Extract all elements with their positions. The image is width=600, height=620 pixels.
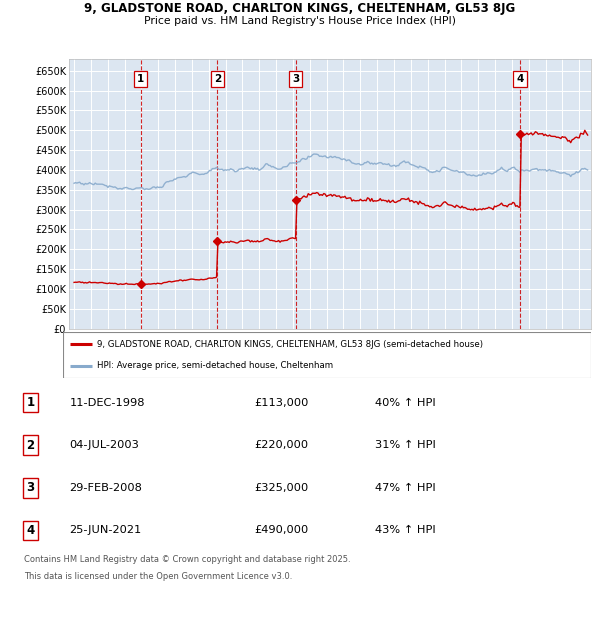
Text: 47% ↑ HPI: 47% ↑ HPI	[375, 483, 436, 493]
Text: £113,000: £113,000	[254, 397, 308, 407]
Text: 25-JUN-2021: 25-JUN-2021	[70, 526, 142, 536]
Text: £490,000: £490,000	[254, 526, 308, 536]
Text: 3: 3	[26, 481, 34, 494]
Text: 04-JUL-2003: 04-JUL-2003	[70, 440, 139, 450]
Text: 1: 1	[137, 74, 144, 84]
Text: £325,000: £325,000	[254, 483, 308, 493]
Text: £220,000: £220,000	[254, 440, 308, 450]
Text: 2: 2	[26, 439, 34, 452]
Text: 2: 2	[214, 74, 221, 84]
Text: 3: 3	[292, 74, 299, 84]
Text: HPI: Average price, semi-detached house, Cheltenham: HPI: Average price, semi-detached house,…	[97, 361, 334, 370]
Text: 4: 4	[516, 74, 524, 84]
Text: 43% ↑ HPI: 43% ↑ HPI	[375, 526, 436, 536]
Text: Contains HM Land Registry data © Crown copyright and database right 2025.: Contains HM Land Registry data © Crown c…	[24, 555, 350, 564]
Text: 4: 4	[26, 524, 35, 537]
Text: Price paid vs. HM Land Registry's House Price Index (HPI): Price paid vs. HM Land Registry's House …	[144, 16, 456, 26]
Text: 11-DEC-1998: 11-DEC-1998	[70, 397, 145, 407]
Text: 40% ↑ HPI: 40% ↑ HPI	[375, 397, 436, 407]
Text: 29-FEB-2008: 29-FEB-2008	[70, 483, 142, 493]
Text: 9, GLADSTONE ROAD, CHARLTON KINGS, CHELTENHAM, GL53 8JG (semi-detached house): 9, GLADSTONE ROAD, CHARLTON KINGS, CHELT…	[97, 340, 484, 349]
Text: 9, GLADSTONE ROAD, CHARLTON KINGS, CHELTENHAM, GL53 8JG: 9, GLADSTONE ROAD, CHARLTON KINGS, CHELT…	[85, 2, 515, 16]
Text: This data is licensed under the Open Government Licence v3.0.: This data is licensed under the Open Gov…	[24, 572, 292, 582]
Text: 31% ↑ HPI: 31% ↑ HPI	[375, 440, 436, 450]
Text: 1: 1	[26, 396, 34, 409]
